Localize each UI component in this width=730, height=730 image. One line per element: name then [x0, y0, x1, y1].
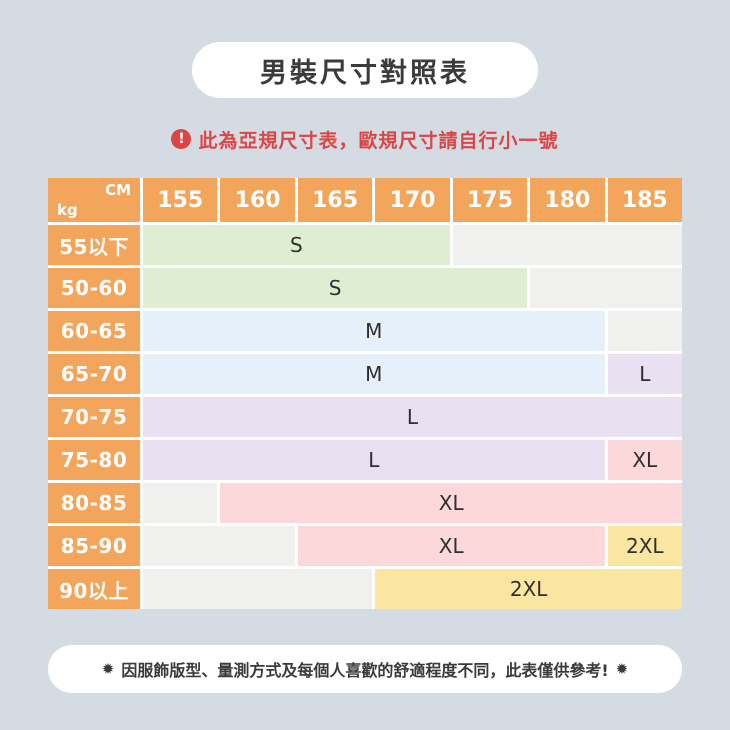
size-comparison-table: CM kg 155 160 165 170 175 180 185 55以下 S 50-60 S 60…: [48, 178, 682, 609]
corner-kg-label: kg: [57, 201, 78, 219]
size-cell-L: L: [143, 397, 682, 437]
size-cell-XL: XL: [220, 483, 682, 523]
column-header-155: 155: [143, 178, 218, 222]
row-header-90以上: 90以上: [48, 569, 140, 609]
star-burst-icon: ✹: [615, 660, 629, 678]
empty-cell: [143, 526, 295, 566]
size-cell-S: S: [143, 268, 528, 308]
size-cell-2XL: 2XL: [375, 569, 682, 609]
star-burst-icon: ✹: [101, 660, 115, 678]
warning-banner: ! 此為亞規尺寸表，歐規尺寸請自行小一號: [0, 126, 730, 152]
empty-cell: [143, 569, 373, 609]
footer-text: 因服飾版型、量測方式及每個人喜歡的舒適程度不同，此表僅供參考!: [121, 661, 609, 680]
table-corner-cell: CM kg: [48, 178, 140, 222]
size-cell-L: L: [607, 354, 682, 394]
row-header-70-75: 70-75: [48, 397, 140, 437]
empty-cell: [143, 483, 218, 523]
empty-cell: [530, 268, 682, 308]
size-cell-XL: XL: [297, 526, 605, 566]
row-header-60-65: 60-65: [48, 311, 140, 351]
footer-note: ✹ 因服飾版型、量測方式及每個人喜歡的舒適程度不同，此表僅供參考! ✹: [48, 645, 682, 693]
size-cell-S: S: [143, 225, 450, 265]
title-pill: 男裝尺寸對照表: [192, 42, 538, 98]
column-header-160: 160: [220, 178, 295, 222]
column-header-180: 180: [530, 178, 605, 222]
row-header-65-70: 65-70: [48, 354, 140, 394]
page-title: 男裝尺寸對照表: [260, 57, 470, 89]
size-cell-XL: XL: [607, 440, 682, 480]
size-cell-L: L: [143, 440, 605, 480]
warning-text: 此為亞規尺寸表，歐規尺寸請自行小一號: [198, 129, 559, 152]
column-header-175: 175: [452, 178, 528, 222]
size-cell-M: M: [143, 354, 605, 394]
column-header-185: 185: [607, 178, 682, 222]
row-header-85-90: 85-90: [48, 526, 140, 566]
exclamation-circle-icon: !: [171, 129, 192, 149]
empty-cell: [452, 225, 682, 265]
column-header-170: 170: [375, 178, 450, 222]
column-header-165: 165: [297, 178, 373, 222]
size-cell-2XL: 2XL: [607, 526, 682, 566]
size-cell-M: M: [143, 311, 605, 351]
row-header-75-80: 75-80: [48, 440, 140, 480]
row-header-50-60: 50-60: [48, 268, 140, 308]
empty-cell: [607, 311, 682, 351]
row-header-80-85: 80-85: [48, 483, 140, 523]
row-header-55以下: 55以下: [48, 225, 140, 265]
corner-cm-label: CM: [105, 181, 131, 199]
